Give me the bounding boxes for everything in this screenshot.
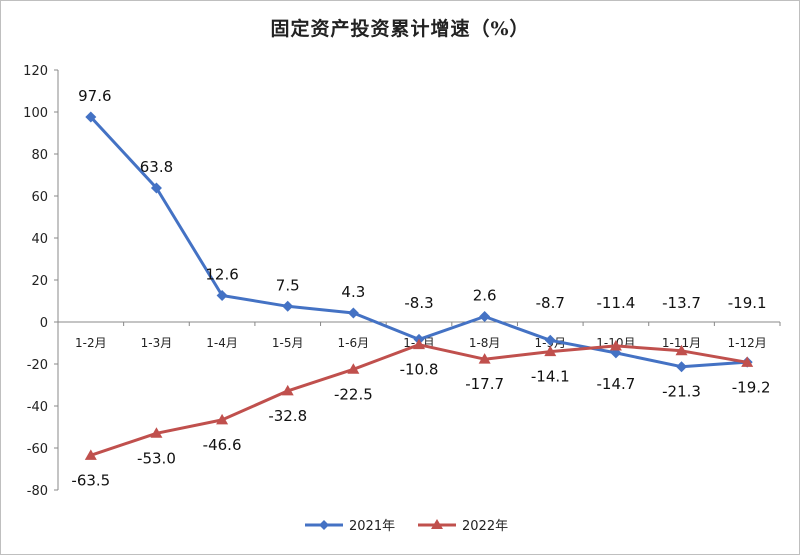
axes: 120 100 80 60 40 20 0 -20 -40 -60 -80 1-2月 1-3月 1-4月 1… [23, 64, 781, 499]
data-point [347, 307, 359, 319]
legend-marker [319, 520, 329, 530]
x-tick-label: 1-8月 [469, 336, 501, 350]
y-tick-label: -80 [27, 484, 48, 499]
data-point [281, 384, 294, 396]
data-label-2021: -8.3 [404, 294, 433, 312]
data-label-2021: 63.8 [140, 158, 173, 176]
y-tick-label: 60 [31, 190, 48, 205]
data-label-2022: -17.7 [465, 375, 504, 393]
data-point [544, 334, 556, 346]
data-label-2021: 2.6 [473, 287, 497, 305]
series-layer [84, 111, 754, 460]
data-labels: 97.6 63.8 12.6 7.5 4.3 -8.3 2.6 -8.7 -14.7 -21.3 -… [71, 87, 770, 489]
data-point [216, 413, 229, 425]
data-point [84, 449, 97, 460]
data-label-2022: -63.5 [71, 471, 110, 489]
legend-marker [431, 519, 443, 529]
legend-label: 2021年 [349, 519, 395, 534]
y-tick-label: -20 [27, 358, 48, 373]
data-label-2022: -22.5 [334, 385, 373, 403]
chart-title: 固定资产投资累计增速（%） [270, 18, 530, 40]
data-point [675, 344, 688, 356]
data-label-2021: 97.6 [78, 87, 111, 105]
data-label-2022: -11.4 [597, 294, 636, 312]
data-label-2021: -21.3 [662, 383, 701, 401]
series-line-1 [89, 115, 748, 369]
data-point [479, 311, 491, 323]
y-tick-label: 20 [31, 274, 48, 289]
data-label-2021: -19.1 [728, 294, 767, 312]
data-point [150, 427, 163, 438]
y-tick-label: 40 [31, 232, 48, 247]
data-label-2021: 4.3 [341, 283, 365, 301]
data-label-2022: -13.7 [662, 294, 701, 312]
x-tick-label: 1-4月 [206, 336, 238, 350]
data-point [150, 182, 162, 194]
y-tick-label: 80 [31, 148, 48, 163]
data-point [282, 300, 294, 312]
data-point [609, 339, 622, 351]
x-tick-label: 1-3月 [141, 336, 173, 350]
data-label-2022: -19.2 [732, 378, 771, 396]
data-point [676, 361, 688, 373]
x-tick-label: 1-6月 [338, 336, 370, 350]
data-label-2021: -14.7 [597, 375, 636, 393]
data-label-2022: -10.8 [400, 361, 439, 379]
legend: 2021年 2022年 [305, 519, 508, 534]
data-point [413, 338, 425, 350]
x-tick-label: 1-5月 [272, 336, 304, 350]
data-point [741, 356, 754, 367]
data-label-2022: -32.8 [268, 407, 307, 425]
x-tick-label: 1-12月 [728, 336, 767, 350]
data-label-2022: -14.1 [531, 368, 570, 386]
y-tick-label: 120 [23, 64, 48, 79]
y-tick-label: -60 [27, 442, 48, 457]
data-point [544, 345, 557, 357]
x-tick-label: 1-11月 [662, 336, 701, 350]
data-label-2021: 7.5 [276, 276, 300, 294]
data-point [216, 290, 228, 302]
data-label-2022: -53.0 [137, 449, 176, 467]
data-label-2021: -8.7 [536, 294, 565, 312]
data-point [478, 353, 491, 364]
y-tick-label: 100 [23, 106, 48, 121]
y-tick-label: -40 [27, 400, 48, 415]
data-label-2021: 12.6 [205, 266, 238, 284]
y-tick-label: 0 [40, 316, 48, 331]
legend-label: 2022年 [462, 519, 508, 534]
data-point [347, 363, 360, 374]
data-label-2022: -46.6 [203, 436, 242, 454]
x-tick-label: 1-2月 [75, 336, 107, 350]
data-point [85, 111, 97, 123]
